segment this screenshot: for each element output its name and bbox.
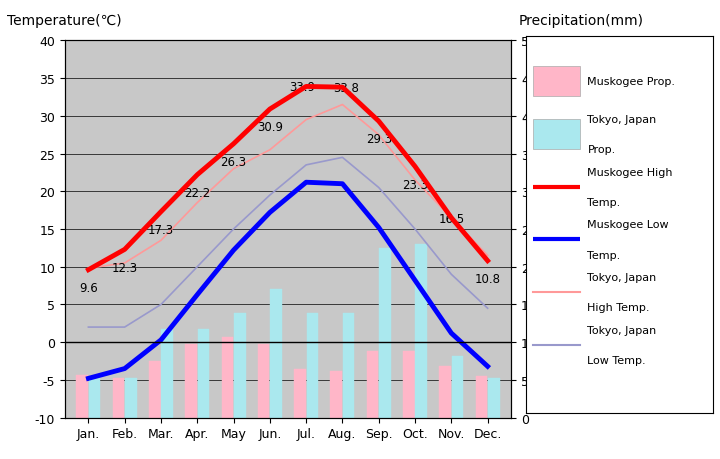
Bar <box>234 314 246 418</box>
Text: Prop.: Prop. <box>588 145 616 155</box>
Bar <box>343 314 354 418</box>
FancyBboxPatch shape <box>533 67 580 97</box>
Text: Temp.: Temp. <box>588 250 621 260</box>
Bar <box>294 369 306 418</box>
Bar <box>330 371 342 418</box>
Bar <box>379 248 391 418</box>
Bar <box>197 329 210 418</box>
Bar <box>89 379 100 418</box>
Bar <box>451 356 463 418</box>
Bar <box>415 245 427 418</box>
Bar <box>366 352 379 418</box>
Bar <box>476 376 487 418</box>
Bar <box>125 379 137 418</box>
Bar <box>403 352 415 418</box>
Bar <box>76 375 88 418</box>
Bar <box>161 329 173 418</box>
Text: Muskogee Low: Muskogee Low <box>588 220 669 230</box>
Text: Tokyo, Japan: Tokyo, Japan <box>588 273 657 283</box>
Text: 33.8: 33.8 <box>333 82 359 95</box>
Bar <box>222 337 233 418</box>
Text: 17.3: 17.3 <box>148 224 174 236</box>
Text: 16.5: 16.5 <box>438 212 464 225</box>
Text: High Temp.: High Temp. <box>588 303 650 313</box>
Bar <box>488 379 500 418</box>
Text: Muskogee High: Muskogee High <box>588 167 673 177</box>
Text: Precipitation(mm): Precipitation(mm) <box>518 14 644 28</box>
Text: 33.9: 33.9 <box>289 81 315 94</box>
Bar <box>258 345 269 418</box>
Bar <box>307 314 318 418</box>
Bar <box>185 345 197 418</box>
Text: 29.3: 29.3 <box>366 133 392 146</box>
Bar <box>439 366 451 418</box>
Text: 26.3: 26.3 <box>220 156 247 169</box>
FancyBboxPatch shape <box>533 119 580 150</box>
Text: Muskogee Prop.: Muskogee Prop. <box>588 77 675 87</box>
Bar <box>113 379 125 418</box>
Text: 23.3: 23.3 <box>402 178 428 191</box>
Text: 10.8: 10.8 <box>474 272 500 285</box>
Text: Low Temp.: Low Temp. <box>588 355 646 365</box>
Text: 22.2: 22.2 <box>184 187 210 200</box>
Text: Temperature(℃): Temperature(℃) <box>7 14 122 28</box>
Text: Tokyo, Japan: Tokyo, Japan <box>588 115 657 124</box>
Text: 12.3: 12.3 <box>112 261 138 274</box>
Text: 30.9: 30.9 <box>257 121 283 134</box>
Bar <box>270 290 282 418</box>
Text: 9.6: 9.6 <box>79 281 98 294</box>
Text: Tokyo, Japan: Tokyo, Japan <box>588 325 657 335</box>
Bar <box>149 361 161 418</box>
Text: Temp.: Temp. <box>588 197 621 207</box>
